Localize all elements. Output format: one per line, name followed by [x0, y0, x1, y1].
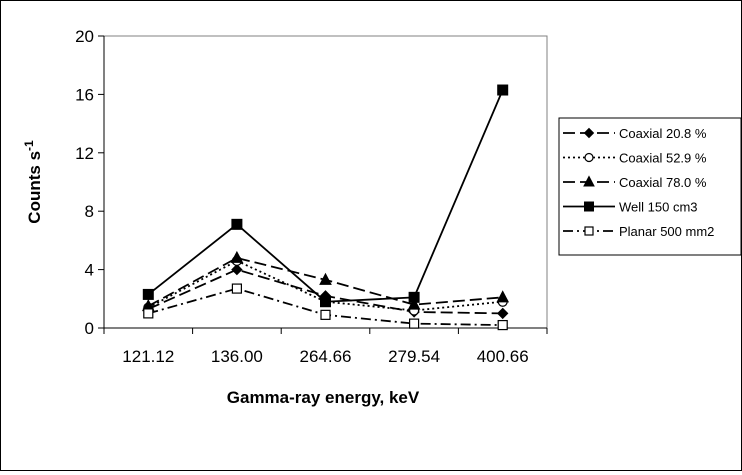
point-marker: [498, 85, 508, 95]
legend-label: Well 150 cm3: [619, 200, 698, 215]
point-marker: [585, 227, 593, 235]
point-marker: [144, 309, 153, 318]
point-marker: [232, 284, 241, 293]
point-marker: [321, 310, 330, 319]
legend-label: Coaxial 20.8 %: [619, 126, 707, 141]
x-tick-label: 400.66: [477, 347, 529, 366]
y-tick-label: 4: [85, 261, 94, 280]
y-axis-ticks: 0 4 8 12 16 20: [75, 27, 104, 338]
point-marker: [585, 202, 594, 211]
point-marker: [321, 297, 331, 307]
point-marker: [143, 289, 153, 299]
x-axis-ticks: 121.12 136.00 264.66 279.54 400.66: [104, 328, 547, 366]
x-tick-label: 264.66: [300, 347, 352, 366]
x-axis-title: Gamma-ray energy, keV: [227, 388, 420, 407]
y-axis-title-main: Counts s: [25, 151, 44, 224]
x-tick-label: 121.12: [122, 347, 174, 366]
y-axis-title: Counts s-1: [22, 140, 44, 224]
y-tick-label: 0: [85, 319, 94, 338]
point-marker: [409, 292, 419, 302]
y-axis-title-superscript: -1: [22, 140, 36, 151]
point-marker: [498, 321, 507, 330]
legend-label: Coaxial 52.9 %: [619, 151, 707, 166]
y-tick-label: 12: [75, 144, 94, 163]
x-tick-label: 279.54: [388, 347, 440, 366]
y-tick-label: 8: [85, 202, 94, 221]
legend: Coaxial 20.8 % Coaxial 52.9 % Coaxial 78.0…: [559, 118, 741, 255]
point-marker: [410, 319, 419, 328]
point-marker: [585, 154, 593, 162]
legend-label: Planar 500 mm2: [619, 224, 714, 239]
x-tick-label: 136.00: [211, 347, 263, 366]
point-marker: [232, 219, 242, 229]
legend-label: Coaxial 78.0 %: [619, 175, 707, 190]
y-tick-label: 20: [75, 27, 94, 46]
y-tick-label: 16: [75, 85, 94, 104]
